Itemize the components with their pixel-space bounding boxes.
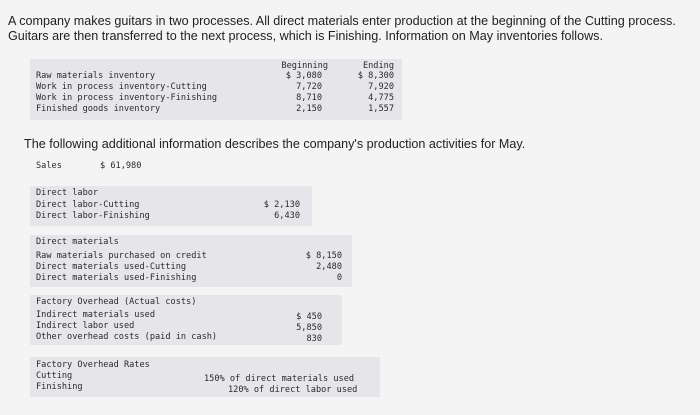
inventory-table bbox=[30, 59, 402, 120]
inventory-row-label: Raw materials inventory bbox=[36, 71, 155, 81]
factory-overhead-row-label: Indirect materials used bbox=[36, 310, 155, 320]
overhead-rates-row-value: 150% of direct materials used bbox=[204, 374, 355, 384]
inventory-row-beginning: 7,720 bbox=[296, 82, 322, 92]
inventory-row-beginning: 8,710 bbox=[296, 93, 322, 103]
direct-labor-row-label: Direct labor-Finishing bbox=[36, 211, 150, 221]
inventory-row-label: Work in process inventory-Finishing bbox=[36, 93, 218, 103]
factory-overhead-title: Factory Overhead (Actual costs) bbox=[36, 297, 197, 307]
overhead-rates-row-value: 120% of direct labor used bbox=[228, 385, 358, 395]
inventory-row-beginning: $ 3,080 bbox=[285, 71, 322, 81]
inventory-row-ending: 1,557 bbox=[368, 104, 394, 114]
inventory-row-ending: 7,920 bbox=[368, 82, 394, 92]
additional-info-text: The following additional information des… bbox=[24, 137, 526, 151]
factory-overhead-row-label: Other overhead costs (paid in cash) bbox=[36, 332, 218, 342]
direct-labor-table bbox=[30, 186, 312, 226]
inventory-row-ending: $ 8,300 bbox=[357, 71, 394, 81]
factory-overhead-table bbox=[30, 295, 342, 345]
inventory-col-ending: Ending bbox=[362, 61, 394, 71]
direct-materials-row-value: $ 8,150 bbox=[305, 251, 342, 261]
inventory-row-label: Work in process inventory-Cutting bbox=[36, 82, 207, 92]
intro-paragraph: A company makes guitars in two processes… bbox=[8, 14, 676, 43]
direct-materials-row-label: Direct materials used-Cutting bbox=[36, 262, 187, 272]
direct-materials-row-label: Raw materials purchased on credit bbox=[36, 251, 207, 261]
inventory-row-beginning: 2,150 bbox=[296, 104, 322, 114]
inventory-col-beginning: Beginning bbox=[281, 61, 328, 71]
inventory-row-label: Finished goods inventory bbox=[36, 104, 161, 114]
overhead-rates-row-label: Finishing bbox=[36, 382, 83, 392]
inventory-row-ending: 4,775 bbox=[368, 93, 394, 103]
direct-labor-row-label: Direct labor-Cutting bbox=[36, 200, 140, 210]
sales-label: Sales bbox=[36, 161, 62, 171]
factory-overhead-row-value: 830 bbox=[306, 334, 322, 344]
direct-materials-title: Direct materials bbox=[36, 237, 119, 247]
overhead-rates-row-label: Cutting bbox=[36, 371, 73, 381]
direct-labor-title: Direct labor bbox=[36, 188, 99, 198]
direct-materials-row-value: 2,480 bbox=[316, 262, 342, 272]
direct-materials-row-value: 0 bbox=[336, 273, 342, 283]
direct-materials-table bbox=[30, 235, 352, 287]
direct-labor-row-value: $ 2,130 bbox=[263, 200, 300, 210]
factory-overhead-row-value: 5,850 bbox=[296, 323, 322, 333]
factory-overhead-row-value: $ 450 bbox=[296, 312, 322, 322]
overhead-rates-table bbox=[30, 357, 380, 397]
sales-value: $ 61,980 bbox=[100, 161, 142, 171]
direct-labor-row-value: 6,430 bbox=[274, 211, 300, 221]
direct-materials-row-label: Direct materials used-Finishing bbox=[36, 273, 197, 283]
factory-overhead-row-label: Indirect labor used bbox=[36, 321, 135, 331]
overhead-rates-title: Factory Overhead Rates bbox=[36, 360, 150, 370]
